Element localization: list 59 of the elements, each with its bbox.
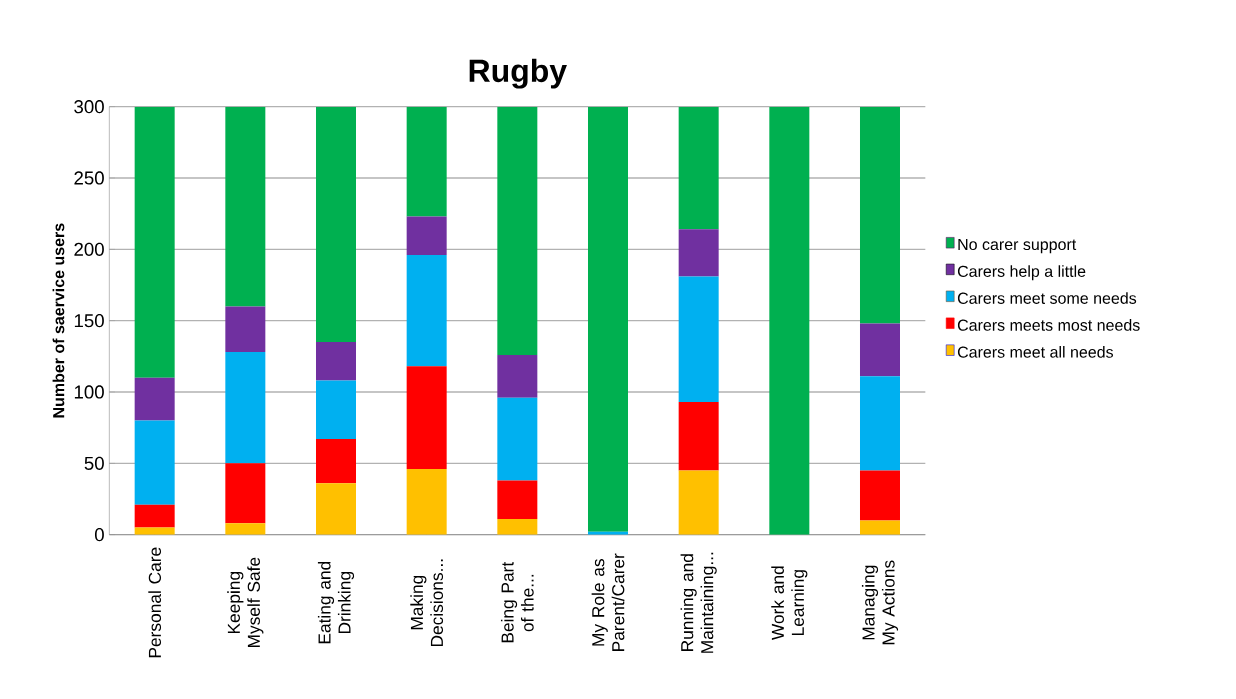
bar: [859, 323, 900, 377]
bar: [859, 470, 900, 521]
bar: [406, 469, 447, 535]
y-tick-label: 50: [84, 456, 104, 471]
bar: [225, 106, 266, 307]
bar: [134, 377, 175, 421]
bar: [316, 342, 356, 381]
bar: [678, 470, 719, 535]
bar: [225, 352, 266, 464]
bar: [497, 480, 538, 520]
legend-label: Carers meet some needs: [957, 292, 1137, 305]
x-tick-label: Running and Maintaining...: [680, 552, 717, 653]
bar: [134, 504, 175, 528]
bar: [678, 106, 719, 230]
y-tick-label: 0: [94, 528, 104, 542]
bar: [497, 397, 538, 481]
bar: [497, 106, 538, 356]
bar: [225, 523, 266, 535]
bar: [678, 276, 719, 403]
legend-label: No carer support: [958, 239, 1077, 254]
bar: [225, 306, 266, 353]
bar: [406, 216, 447, 256]
bar: [588, 106, 628, 532]
x-tick-label: Work and Learning: [771, 566, 808, 641]
bar: [859, 106, 900, 324]
bar: [134, 420, 175, 505]
bar: [678, 229, 719, 277]
bar: [406, 106, 447, 217]
y-tick-label: 250: [74, 171, 104, 185]
x-tick-label: My Role as Parent/Carer: [591, 553, 625, 652]
bar: [316, 483, 356, 535]
bar: [859, 376, 900, 471]
x-tick-label: Personal Care: [148, 547, 162, 658]
bar: [406, 366, 447, 470]
legend-label: Carers meet all needs: [957, 346, 1114, 358]
bar: [406, 255, 447, 367]
legend-label: Carers help a little: [957, 265, 1086, 281]
bar: [316, 380, 356, 440]
bar: [134, 106, 175, 378]
bar: [678, 402, 719, 471]
y-tick-label: 300: [74, 100, 104, 114]
y-tick-label: 200: [74, 242, 104, 257]
y-tick-label: 100: [74, 385, 104, 399]
chart-title: Rugby: [469, 58, 567, 89]
x-tick-label: Managing My Actions: [861, 560, 899, 645]
x-tick-label: Eating and Drinking: [317, 562, 355, 644]
y-tick-label: 150: [74, 314, 104, 328]
x-tick-label: Keeping Myself Safe: [227, 557, 264, 648]
bar: [316, 439, 356, 484]
bar: [497, 519, 538, 535]
legend-label: Carers meets most needs: [957, 319, 1140, 332]
bar: [769, 106, 810, 535]
bar: [859, 520, 900, 535]
x-tick-label: Making Decisions...: [410, 559, 444, 647]
bar: [316, 106, 356, 343]
x-tick-label: Being Part of the...: [500, 562, 534, 643]
bar: [225, 463, 266, 524]
bar: [497, 355, 538, 398]
y-axis-title: Number of saervice users: [52, 223, 65, 418]
